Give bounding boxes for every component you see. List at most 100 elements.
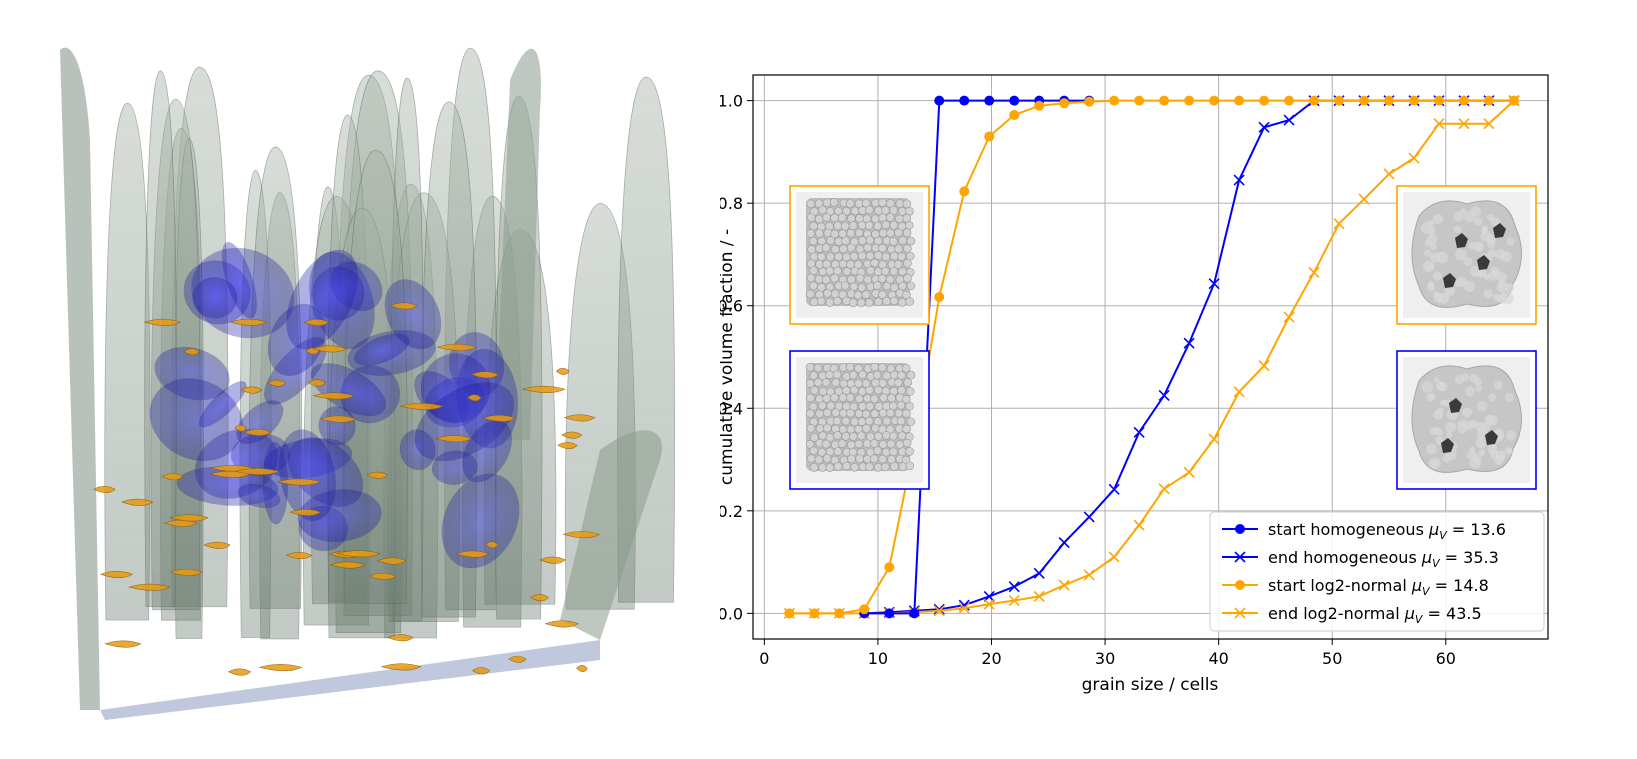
- data-point-start-log2-normal: [1259, 95, 1270, 106]
- data-point-end-log2-normal: [1058, 579, 1070, 591]
- legend-marker: [1234, 607, 1246, 619]
- data-point-start-log2-normal: [1508, 95, 1519, 106]
- data-point-end-log2-normal: [1133, 519, 1145, 531]
- legend-frame: [1209, 511, 1545, 632]
- data-point-end-homogeneous: [1183, 337, 1195, 349]
- data-point-end-log2-normal: [933, 605, 945, 617]
- data-point-start-log2-normal: [1059, 98, 1070, 109]
- data-point-end-homogeneous: [1233, 174, 1245, 186]
- y-tick-label: 0.6: [720, 297, 743, 316]
- x-tick-label: 40: [1208, 649, 1228, 668]
- data-point-start-log2-normal: [1134, 95, 1145, 106]
- data-point-start-log2-normal: [1034, 100, 1045, 111]
- x-axis-ticks: 0 10 20 30 40 50 60: [759, 639, 1456, 668]
- legend-label: end homogeneous μV = 35.3: [1268, 548, 1499, 570]
- data-point-start-log2-normal: [859, 604, 870, 615]
- inset-start-log2-normal: [789, 185, 930, 325]
- data-point-start-homogeneous: [934, 95, 945, 106]
- data-point-end-log2-normal: [1083, 569, 1095, 581]
- legend-item: end homogeneous μV = 35.3: [1222, 548, 1499, 570]
- x-tick-label: 60: [1436, 649, 1456, 668]
- data-point-end-log2-normal: [958, 602, 970, 614]
- plot-area-frame: [752, 74, 1549, 640]
- legend-item: end log2-normal μV = 43.5: [1222, 604, 1482, 626]
- y-tick-label: 0.8: [720, 194, 743, 213]
- data-point-start-log2-normal: [934, 292, 945, 303]
- y-axis-label: cumulative volume fraction / -: [720, 229, 737, 485]
- data-point-end-log2-normal: [1358, 193, 1370, 205]
- data-point-end-log2-normal: [1108, 551, 1120, 563]
- data-point-end-homogeneous: [1008, 581, 1020, 593]
- legend-marker: [1235, 524, 1245, 534]
- inset-end-homogeneous: [1396, 350, 1537, 490]
- x-tick-label: 50: [1322, 649, 1342, 668]
- cumulative-distribution-chart: 0 10 20 30 40 50 60 0.0 0.2 0.4 0.6 0.8 1.0 grain s…: [720, 74, 1549, 695]
- chart-insets: [789, 185, 1537, 490]
- y-tick-label: 1.0: [720, 92, 743, 111]
- data-point-start-log2-normal: [1359, 95, 1370, 106]
- x-tick-label: 30: [1095, 649, 1115, 668]
- data-point-start-log2-normal: [984, 131, 995, 142]
- data-point-end-log2-normal: [1158, 483, 1170, 495]
- chart-series: [783, 95, 1520, 619]
- chart-legend: start homogeneous μV = 13.6 end homogeneo…: [1209, 511, 1545, 632]
- data-point-start-log2-normal: [1109, 95, 1120, 106]
- x-tick-label: 0: [759, 649, 769, 668]
- data-point-start-homogeneous: [959, 95, 970, 106]
- data-point-start-log2-normal: [1408, 95, 1419, 106]
- y-axis-ticks: 0.0 0.2 0.4 0.6 0.8 1.0: [720, 92, 753, 623]
- data-point-start-log2-normal: [1458, 95, 1469, 106]
- legend-label: start log2-normal μV = 14.8: [1268, 576, 1489, 598]
- legend-label: end log2-normal μV = 43.5: [1268, 604, 1482, 626]
- data-point-start-homogeneous: [884, 608, 895, 619]
- inset-end-log2-normal: [1396, 185, 1537, 325]
- data-point-end-log2-normal: [1308, 266, 1320, 278]
- legend-marker: [1234, 551, 1246, 563]
- x-tick-label: 10: [868, 649, 888, 668]
- data-point-end-log2-normal: [1283, 311, 1295, 323]
- data-point-start-homogeneous: [1009, 95, 1020, 106]
- data-point-start-homogeneous: [984, 95, 995, 106]
- render-blue-grains: [149, 242, 520, 569]
- data-point-start-log2-normal: [959, 186, 970, 197]
- data-point-end-log2-normal: [1408, 152, 1420, 164]
- data-point-start-log2-normal: [1433, 95, 1444, 106]
- series-start-homogeneous: [859, 95, 1095, 619]
- data-point-start-log2-normal: [1334, 95, 1345, 106]
- y-tick-label: 0.0: [720, 604, 743, 623]
- data-point-end-log2-normal: [1033, 590, 1045, 603]
- data-point-end-log2-normal: [1233, 386, 1245, 398]
- data-point-start-log2-normal: [1384, 95, 1394, 106]
- data-point-start-log2-normal: [1009, 109, 1020, 120]
- data-point-start-log2-normal: [1483, 95, 1494, 106]
- data-point-end-log2-normal: [1208, 433, 1220, 445]
- legend-item: start homogeneous μV = 13.6: [1222, 520, 1506, 542]
- x-axis-label: grain size / cells: [1082, 675, 1219, 695]
- data-point-start-log2-normal: [834, 608, 845, 619]
- series-line-start-homogeneous: [864, 99, 1090, 615]
- data-point-end-log2-normal: [1483, 118, 1495, 130]
- data-point-end-log2-normal: [1258, 360, 1270, 372]
- data-point-end-homogeneous: [1258, 121, 1270, 133]
- legend-item: start log2-normal μV = 14.8: [1222, 576, 1489, 598]
- data-point-start-log2-normal: [1184, 95, 1195, 106]
- data-point-end-homogeneous: [1158, 389, 1170, 402]
- data-point-end-log2-normal: [1183, 466, 1195, 478]
- data-point-end-homogeneous: [1208, 278, 1220, 290]
- y-tick-label: 0.2: [720, 502, 743, 521]
- data-point-start-log2-normal: [809, 608, 820, 619]
- data-point-end-homogeneous: [1283, 114, 1295, 126]
- render-orange-grains: [93, 302, 601, 676]
- data-point-end-homogeneous: [1033, 567, 1045, 579]
- legend-marker: [1235, 580, 1245, 590]
- inset-start-homogeneous: [789, 350, 930, 490]
- data-point-start-log2-normal: [1159, 95, 1170, 106]
- data-point-start-homogeneous: [909, 608, 920, 619]
- legend-label: start homogeneous μV = 13.6: [1268, 520, 1506, 542]
- data-point-start-log2-normal: [884, 562, 895, 573]
- data-point-end-homogeneous: [1108, 483, 1120, 495]
- grain-3d-render: [60, 47, 676, 720]
- data-point-end-log2-normal: [1383, 168, 1395, 180]
- data-point-start-log2-normal: [1284, 95, 1295, 106]
- data-point-start-log2-normal: [1084, 96, 1095, 107]
